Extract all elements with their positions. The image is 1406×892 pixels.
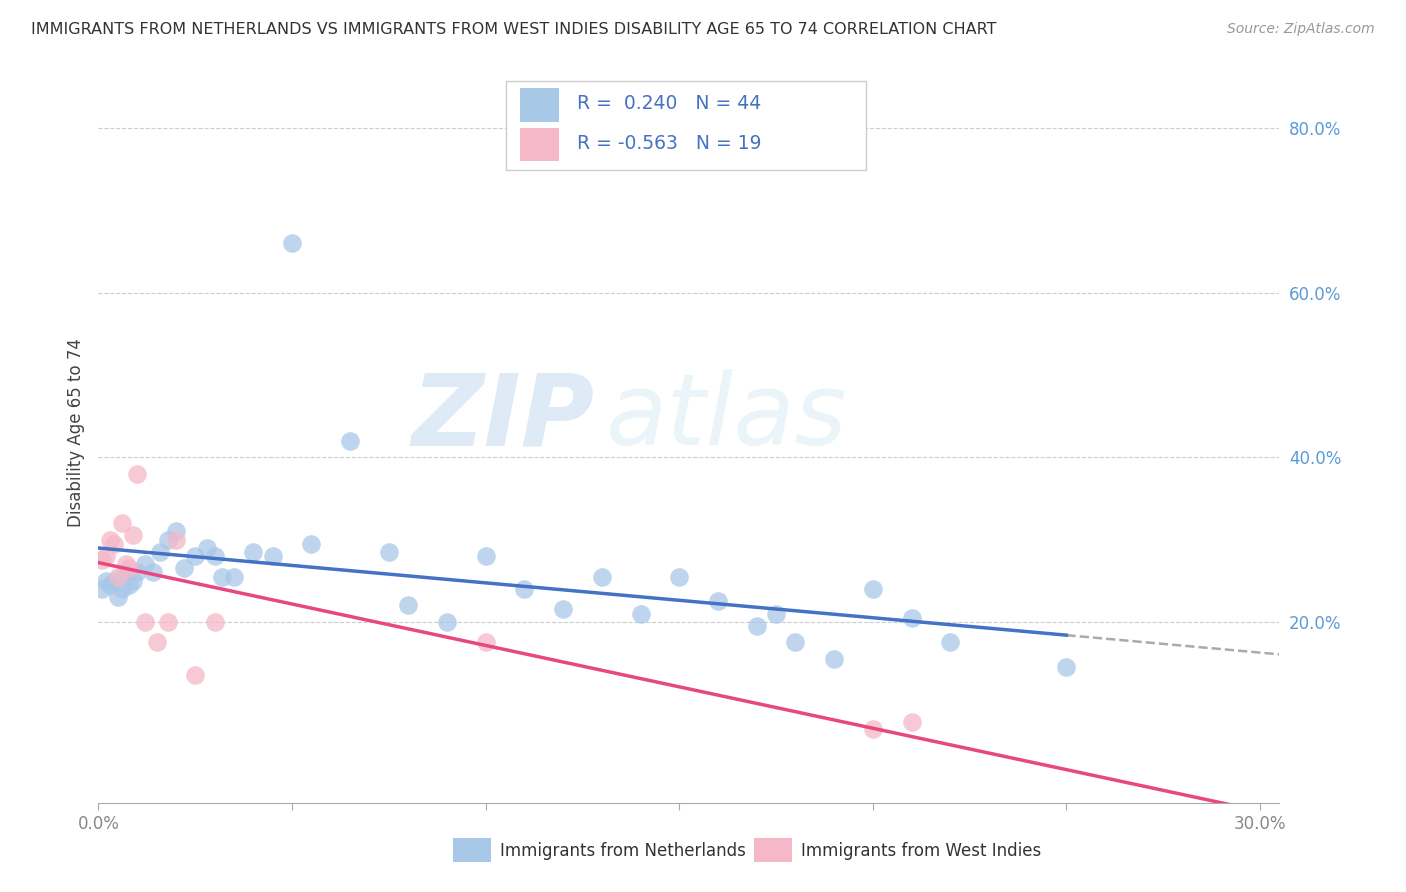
Point — [204, 549, 226, 563]
Point — [173, 561, 195, 575]
Point — [103, 536, 125, 550]
Point — [157, 615, 180, 629]
Point — [900, 715, 922, 730]
Text: R = -0.563   N = 19: R = -0.563 N = 19 — [576, 135, 761, 153]
Point — [96, 574, 118, 588]
Point — [745, 619, 768, 633]
Point — [630, 607, 652, 621]
Point — [103, 574, 125, 588]
Point — [91, 553, 114, 567]
Point — [204, 615, 226, 629]
Point — [242, 545, 264, 559]
Point — [111, 582, 134, 596]
Point — [1056, 660, 1078, 674]
Point — [862, 582, 884, 596]
Point — [765, 607, 787, 621]
Point — [114, 566, 136, 580]
Point — [111, 516, 134, 530]
Text: ZIP: ZIP — [412, 369, 595, 467]
Point — [98, 533, 121, 547]
Text: Immigrants from West Indies: Immigrants from West Indies — [801, 842, 1042, 860]
FancyBboxPatch shape — [453, 838, 491, 862]
Point — [668, 569, 690, 583]
Text: Source: ZipAtlas.com: Source: ZipAtlas.com — [1227, 22, 1375, 37]
Point — [142, 566, 165, 580]
Point — [165, 524, 187, 539]
Point — [184, 668, 207, 682]
FancyBboxPatch shape — [754, 838, 792, 862]
Point — [900, 611, 922, 625]
Point — [134, 615, 156, 629]
Point — [122, 574, 145, 588]
Y-axis label: Disability Age 65 to 74: Disability Age 65 to 74 — [66, 338, 84, 527]
Point — [262, 549, 284, 563]
Point — [184, 549, 207, 563]
Point — [513, 582, 536, 596]
Point — [474, 635, 496, 649]
Point — [339, 434, 361, 448]
Point — [436, 615, 458, 629]
Point — [118, 578, 141, 592]
FancyBboxPatch shape — [520, 128, 560, 161]
Point — [707, 594, 730, 608]
Point — [98, 578, 121, 592]
Point — [107, 569, 129, 583]
Point — [823, 652, 845, 666]
Point — [107, 590, 129, 604]
Point — [195, 541, 218, 555]
Point — [785, 635, 807, 649]
Point — [157, 533, 180, 547]
Text: R =  0.240   N = 44: R = 0.240 N = 44 — [576, 94, 761, 112]
Text: Immigrants from Netherlands: Immigrants from Netherlands — [501, 842, 745, 860]
FancyBboxPatch shape — [520, 88, 560, 121]
Point — [122, 528, 145, 542]
Point — [396, 599, 419, 613]
Point — [281, 236, 304, 251]
Text: IMMIGRANTS FROM NETHERLANDS VS IMMIGRANTS FROM WEST INDIES DISABILITY AGE 65 TO : IMMIGRANTS FROM NETHERLANDS VS IMMIGRANT… — [31, 22, 997, 37]
Point — [118, 561, 141, 575]
Point — [299, 536, 322, 550]
Point — [114, 558, 136, 572]
Point — [145, 635, 167, 649]
Text: atlas: atlas — [606, 369, 848, 467]
Point — [96, 549, 118, 563]
Point — [939, 635, 962, 649]
Point — [378, 545, 401, 559]
Point — [474, 549, 496, 563]
Point — [134, 558, 156, 572]
FancyBboxPatch shape — [506, 81, 866, 169]
Point — [591, 569, 613, 583]
Point — [211, 569, 233, 583]
Point — [862, 722, 884, 736]
Point — [127, 566, 149, 580]
Point — [165, 533, 187, 547]
Point — [127, 467, 149, 481]
Point — [149, 545, 172, 559]
Point — [91, 582, 114, 596]
Point — [222, 569, 245, 583]
Point — [551, 602, 574, 616]
